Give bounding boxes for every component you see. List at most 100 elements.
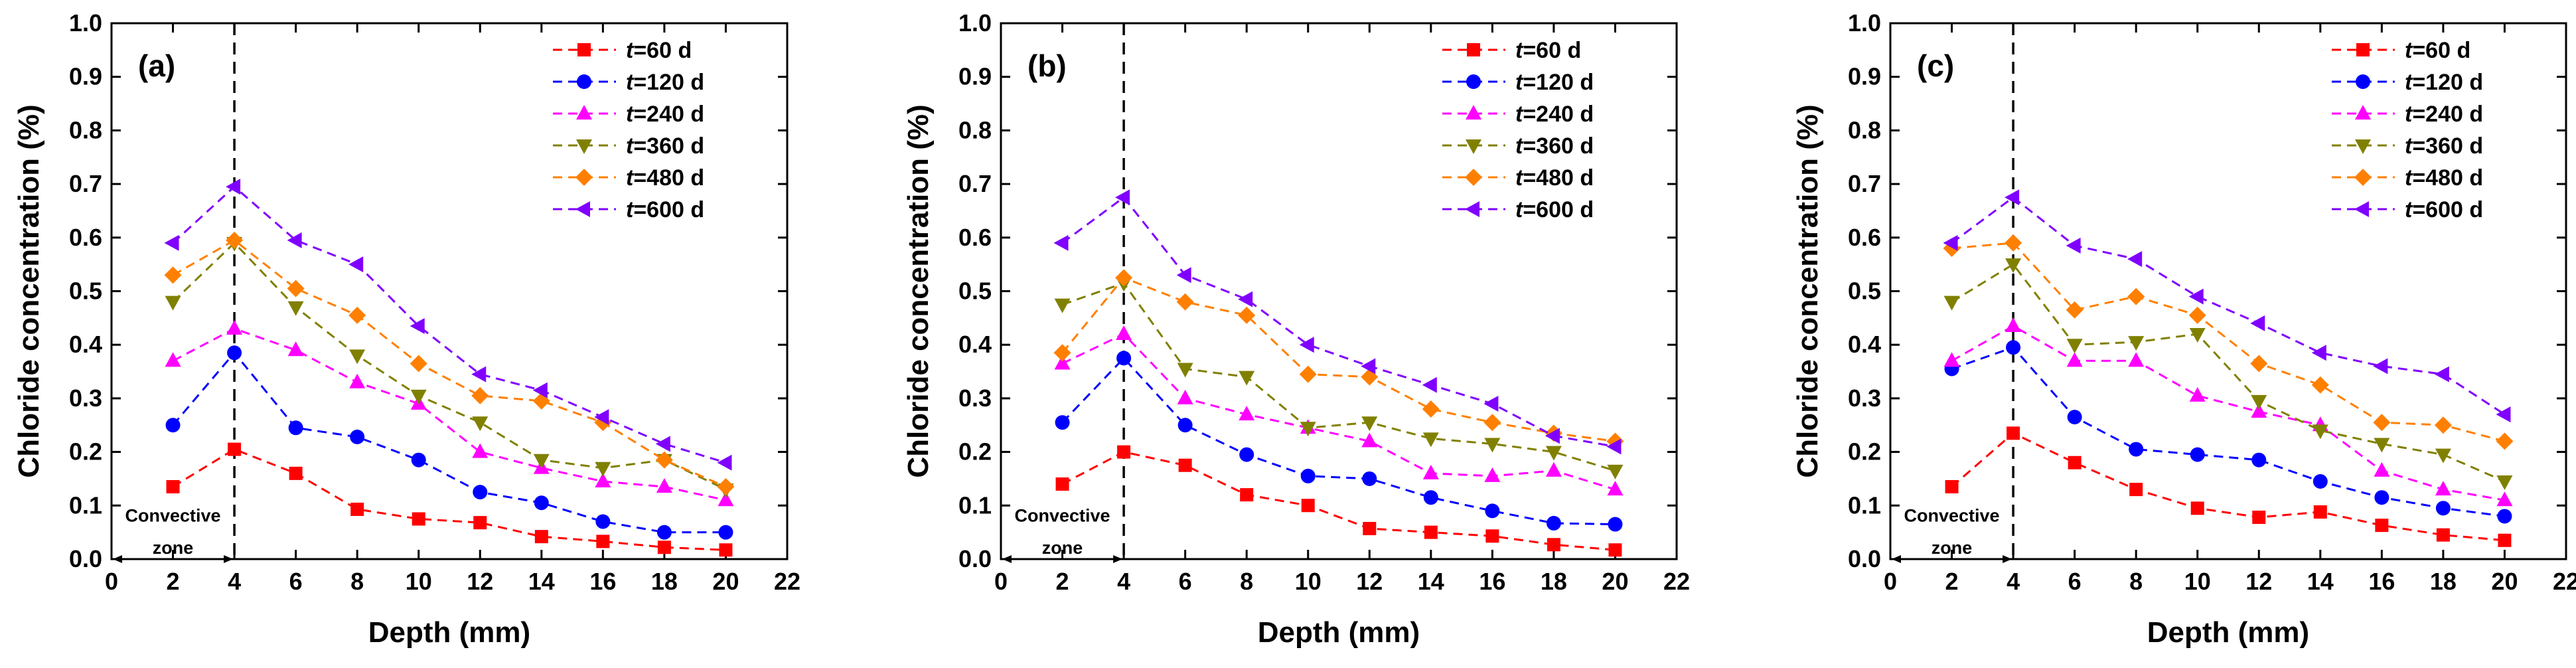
data-point: [1485, 529, 1499, 543]
y-tick-label: 0.4: [69, 331, 102, 358]
data-point: [1423, 490, 1438, 505]
data-point: [718, 525, 733, 540]
legend-label: t=240 d: [626, 102, 704, 127]
data-point: [1176, 293, 1194, 311]
data-point: [1608, 543, 1622, 557]
series-line: [1062, 282, 1616, 472]
legend-label-value: =480 d: [2412, 165, 2483, 191]
series-line: [172, 351, 726, 534]
x-tick-label: 20: [1602, 568, 1628, 595]
legend-label: t=480 d: [2405, 165, 2483, 191]
y-tick-label: 0.6: [958, 224, 992, 251]
y-tick-label: 0.5: [1848, 278, 1881, 305]
legend-label-var: t: [2405, 102, 2413, 127]
legend-label-var: t: [1515, 133, 1524, 159]
legend-label: t=60 d: [2405, 38, 2470, 63]
x-tick-label: 16: [2368, 568, 2395, 595]
data-point: [2189, 386, 2206, 402]
legend-marker: [1466, 139, 1481, 154]
x-tick-label: 2: [167, 568, 180, 595]
series-120d: [1055, 351, 1623, 532]
data-point: [2005, 317, 2022, 332]
x-tick-label: 8: [350, 568, 364, 595]
x-tick-label: 18: [1541, 568, 1567, 595]
data-point: [2435, 448, 2451, 463]
data-point: [2066, 339, 2083, 354]
legend-marker: [2355, 105, 2371, 120]
legend-label-var: t: [1515, 102, 1524, 127]
series-600d: [1943, 189, 2511, 423]
data-point: [287, 341, 304, 357]
y-tick-label: 0.7: [958, 170, 992, 197]
legend-label-var: t: [2405, 70, 2413, 95]
y-tick-label: 0.0: [1848, 545, 1881, 572]
arrow-head-right: [2003, 555, 2012, 563]
data-point: [1943, 295, 1960, 311]
x-tick-label: 22: [774, 568, 800, 595]
series-line: [1951, 196, 2506, 416]
x-tick-label: 18: [2430, 568, 2457, 595]
data-point: [1547, 538, 1560, 552]
series-240d: [1943, 317, 2513, 507]
data-point: [2373, 358, 2388, 375]
y-tick-label: 0.0: [69, 545, 102, 572]
data-point: [1301, 499, 1315, 513]
legend-label: t=480 d: [626, 165, 704, 191]
x-tick-label: 0: [1884, 568, 1897, 595]
y-tick-label: 0.1: [958, 491, 992, 519]
data-point: [1484, 438, 1501, 453]
data-point: [1422, 464, 1439, 479]
data-point: [411, 452, 426, 467]
data-point: [719, 543, 733, 557]
data-point: [1945, 480, 1959, 494]
legend-marker: [1466, 105, 1481, 120]
legend-marker: [576, 105, 592, 120]
data-point: [1300, 422, 1316, 437]
y-tick-label: 1.0: [69, 9, 102, 37]
series-120d: [165, 345, 733, 540]
series-60d: [1945, 426, 2512, 547]
convective-zone-label: zone: [153, 538, 194, 558]
data-point: [1608, 517, 1623, 532]
data-point: [2373, 414, 2391, 432]
x-axis-title: Depth (mm): [2147, 616, 2309, 649]
data-point: [2497, 509, 2512, 524]
x-tick-label: 6: [1179, 568, 1192, 595]
y-tick-label: 0.2: [69, 438, 102, 465]
x-tick-label: 10: [1295, 568, 1322, 595]
data-point: [2128, 352, 2145, 367]
legend-label-value: =60 d: [1523, 38, 1581, 63]
data-point: [2250, 355, 2268, 373]
legend-label-value: =600 d: [2412, 197, 2483, 222]
series-240d: [1054, 325, 1624, 496]
series-360d: [165, 236, 734, 499]
data-point: [1176, 267, 1191, 284]
data-point: [412, 512, 425, 526]
series-360d: [1054, 277, 1624, 479]
data-point: [2251, 452, 2267, 467]
data-point: [287, 232, 302, 248]
data-point: [1177, 418, 1193, 433]
x-tick-label: 22: [1663, 568, 1690, 595]
data-point: [2434, 416, 2452, 434]
data-point: [1299, 365, 1317, 383]
y-tick-label: 0.4: [958, 331, 992, 358]
x-tick-label: 14: [1418, 568, 1444, 595]
data-point: [595, 472, 611, 487]
legend-label-value: =360 d: [633, 133, 704, 159]
data-point: [2188, 288, 2204, 305]
data-point: [350, 502, 364, 516]
data-point: [1483, 395, 1499, 412]
y-tick-label: 0.6: [69, 224, 102, 251]
series-line: [172, 327, 726, 501]
data-point: [2311, 345, 2326, 361]
legend-label: t=240 d: [2405, 102, 2483, 127]
legend-label: t=60 d: [1515, 38, 1581, 63]
data-point: [1363, 522, 1377, 536]
data-point: [165, 295, 181, 311]
series-line: [1951, 325, 2505, 501]
data-point: [1607, 481, 1624, 496]
data-point: [1422, 432, 1439, 448]
data-point: [1115, 269, 1133, 287]
data-point: [2435, 481, 2451, 496]
